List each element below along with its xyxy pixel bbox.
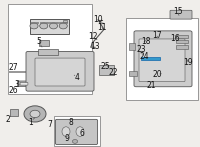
Text: 5: 5 [37,37,41,46]
Bar [38,49,58,55]
Bar [176,45,188,49]
FancyBboxPatch shape [139,39,185,82]
Bar [126,18,198,100]
Circle shape [72,140,78,143]
Circle shape [59,23,67,29]
FancyBboxPatch shape [18,81,30,87]
Text: 7: 7 [48,120,52,129]
Circle shape [49,23,58,29]
Bar [49,22,58,23]
Ellipse shape [76,127,84,136]
Bar [99,65,114,75]
Bar [129,43,135,50]
FancyBboxPatch shape [35,58,85,86]
Text: 16: 16 [170,34,180,44]
Bar [10,109,18,116]
Bar [8,4,92,71]
Text: 26: 26 [8,86,18,95]
Circle shape [40,23,48,29]
Text: 27: 27 [8,63,18,72]
FancyBboxPatch shape [26,51,94,91]
Text: 13: 13 [90,42,100,51]
Text: 17: 17 [152,31,162,40]
Text: 10: 10 [93,15,103,24]
Text: 19: 19 [183,58,193,67]
Circle shape [24,106,46,122]
Ellipse shape [62,127,70,136]
Bar [30,19,68,34]
Bar [40,22,48,23]
FancyBboxPatch shape [55,119,98,145]
Text: 8: 8 [69,118,73,127]
Bar [129,71,137,76]
Text: 23: 23 [136,45,146,55]
Bar [176,40,188,43]
Bar [59,22,67,23]
FancyBboxPatch shape [61,81,74,87]
Text: 6: 6 [80,128,84,138]
Text: 21: 21 [146,81,156,91]
FancyBboxPatch shape [39,81,52,87]
Bar [141,57,160,60]
Text: 15: 15 [173,7,183,16]
Bar [54,116,100,146]
FancyBboxPatch shape [64,82,72,85]
Circle shape [30,23,38,29]
Text: 9: 9 [65,134,69,143]
Text: 12: 12 [88,31,98,41]
Text: 1: 1 [29,118,33,127]
Text: 11: 11 [97,23,107,32]
Text: 24: 24 [139,52,149,61]
FancyBboxPatch shape [42,82,50,85]
Bar [62,20,67,22]
Bar [8,72,92,94]
FancyBboxPatch shape [134,31,192,87]
Text: 20: 20 [152,70,162,80]
Text: 18: 18 [141,37,151,46]
Text: 2: 2 [6,115,10,124]
FancyBboxPatch shape [20,82,28,85]
Bar [30,22,38,23]
FancyBboxPatch shape [170,10,192,19]
Text: 4: 4 [75,73,79,82]
Bar [39,40,49,46]
Circle shape [30,110,40,118]
Text: 22: 22 [108,68,118,77]
Text: 25: 25 [100,62,110,71]
Bar [176,35,188,38]
Text: 3: 3 [15,80,19,89]
